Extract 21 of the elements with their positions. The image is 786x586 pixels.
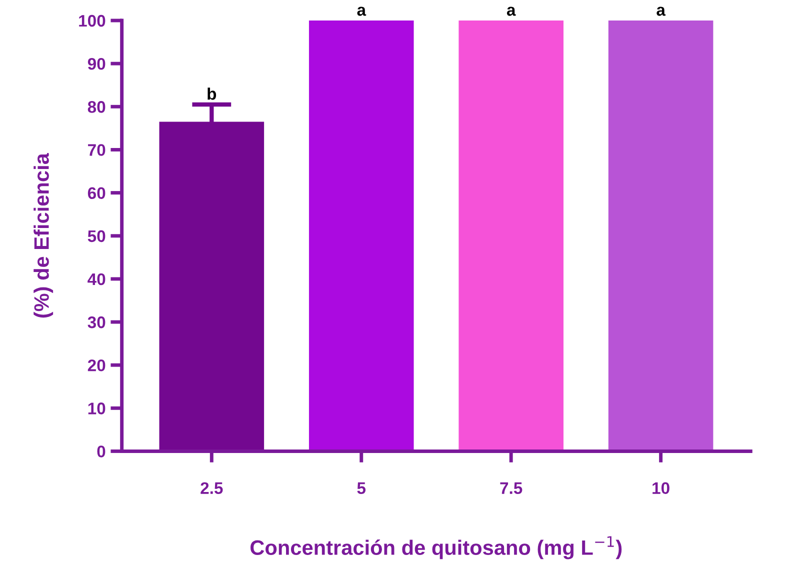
x-tick-label: 5 <box>357 482 366 494</box>
x-tick-label: 2.5 <box>200 482 223 494</box>
x-tick-label: 10 <box>652 482 670 494</box>
y-tick-label: 30 <box>88 316 106 328</box>
x-tick-label: 7.5 <box>500 482 522 494</box>
y-tick-label: 50 <box>88 230 106 242</box>
y-tick-label: 20 <box>88 359 106 372</box>
y-axis-title: (%) de Eficiencia <box>34 152 54 318</box>
y-tick-label: 10 <box>88 402 106 414</box>
y-tick-label: 0 <box>97 446 106 458</box>
annotation: b <box>208 88 216 100</box>
y-tick-label: 40 <box>88 273 106 286</box>
y-tick-label: 70 <box>88 144 106 156</box>
annotation: a <box>656 6 666 16</box>
y-tick-label: 80 <box>88 101 106 113</box>
y-tick-label: 60 <box>88 187 106 199</box>
y-tick-label: 100 <box>79 14 106 27</box>
annotation: a <box>357 6 366 16</box>
annotation: a <box>506 6 516 16</box>
x-axis-title: Concentración de quitosano (mg L$^{−1}$) <box>250 536 622 560</box>
y-tick-label: 90 <box>88 58 106 70</box>
